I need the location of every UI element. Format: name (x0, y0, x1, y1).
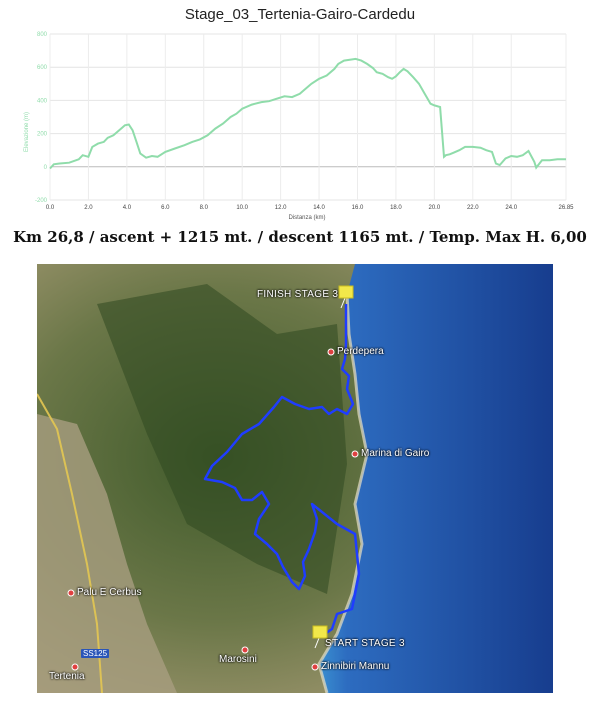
y-tick-labels: -200 0 200 400 600 800 (35, 32, 48, 204)
y-axis-label: Elevazione (m) (24, 112, 30, 152)
x-tick-label: 2.0 (84, 205, 93, 211)
elevation-chart: -200 0 200 400 600 800 0.0 2.0 4.0 6.0 8.0 10.0 12.… (24, 32, 574, 221)
y-tick-label: 0 (44, 165, 48, 171)
mountain-shade (97, 284, 347, 594)
hike-route (203, 304, 361, 638)
perdepera-marker (327, 348, 335, 356)
road-ss125-badge: SS125 (81, 649, 110, 658)
x-tick-label: 26.85 (558, 205, 574, 211)
y-tick-label: 800 (37, 32, 48, 38)
palu-marker (67, 589, 75, 597)
palu-e-cerbus-label: Palu E Cerbus (77, 587, 142, 598)
x-tick-label: 4.0 (123, 205, 132, 211)
y-tick-label: 600 (37, 65, 48, 71)
elevation-series-line (49, 57, 566, 170)
x-tick-label: 10.0 (236, 205, 248, 211)
stage-stats: Km 26,8 / ascent + 1215 mt. / descent 11… (13, 228, 587, 246)
x-tick-label: 16.0 (352, 205, 364, 211)
marina-marker (351, 450, 359, 458)
x-tick-label: 18.0 (390, 205, 402, 211)
coastline (317, 293, 369, 693)
y-tick-label: 400 (37, 98, 48, 104)
route-map[interactable]: FINISH STAGE 3 Perdepera Marina di Gairo… (37, 264, 553, 693)
start-stage-label: START STAGE 3 (325, 638, 405, 649)
x-tick-label: 24.0 (505, 205, 517, 211)
zinnibiri-marker (311, 663, 319, 671)
x-tick-label: 12.0 (275, 205, 287, 211)
marosini-label: Marosini (219, 654, 257, 665)
road-ss125 (37, 393, 103, 693)
x-tick-labels: 0.0 2.0 4.0 6.0 8.0 10.0 12.0 14.0 16.0 18.0 20.0 2… (46, 205, 574, 211)
y-tick-label: -200 (35, 198, 48, 204)
start-pin (312, 625, 328, 649)
tertenia-marker (71, 663, 79, 671)
map-canvas (37, 264, 553, 693)
x-tick-label: 20.0 (429, 205, 441, 211)
chart-title: Stage_03_Tertenia-Gairo-Cardedu (184, 6, 416, 23)
x-tick-label: 14.0 (313, 205, 325, 211)
x-tick-label: 22.0 (467, 205, 479, 211)
x-tick-label: 0.0 (46, 205, 55, 211)
plain-area (37, 414, 177, 693)
finish-pin (338, 285, 354, 309)
tertenia-label: Tertenia (49, 671, 85, 682)
zinnibiri-mannu-label: Zinnibiri Mannu (321, 661, 390, 672)
x-tick-label: 6.0 (161, 205, 170, 211)
sea-area (319, 264, 553, 693)
marosini-marker (241, 646, 249, 654)
marina-di-gairo-label: Marina di Gairo (361, 448, 430, 459)
perdepera-label: Perdepera (337, 346, 384, 357)
y-tick-label: 200 (37, 132, 48, 138)
x-tick-label: 8.0 (200, 205, 209, 211)
finish-stage-label: FINISH STAGE 3 (257, 289, 339, 300)
chart-grid (49, 33, 567, 201)
x-axis-label: Distanza (km) (288, 215, 325, 221)
